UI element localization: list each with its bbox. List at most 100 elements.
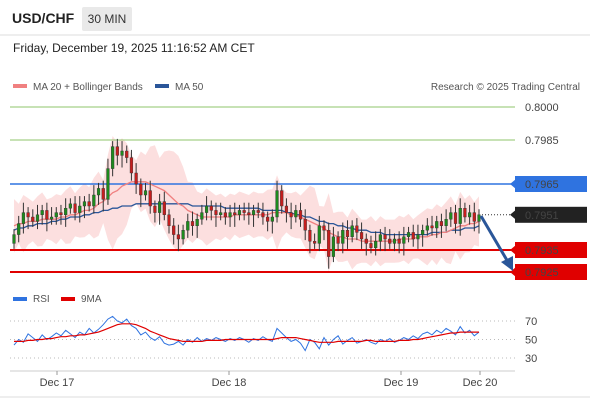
- candle: [40, 204, 44, 225]
- candle: [266, 211, 270, 232]
- x-tick-label: Dec 18: [212, 377, 247, 389]
- candle: [477, 209, 481, 234]
- candle: [345, 220, 350, 249]
- x-tick-label: Dec 19: [384, 377, 419, 389]
- candle: [397, 231, 401, 254]
- candle: [463, 202, 467, 223]
- candle: [294, 204, 298, 223]
- candle: [449, 207, 453, 227]
- candle: [49, 207, 54, 225]
- candle: [143, 182, 148, 201]
- candle: [383, 226, 387, 252]
- candle: [359, 222, 364, 249]
- candle: [139, 178, 143, 208]
- support-level-label: 0.7935: [525, 245, 559, 257]
- resistance-level-box: [515, 176, 587, 192]
- candle: [125, 145, 129, 164]
- candle: [186, 213, 190, 238]
- candle: [111, 141, 115, 177]
- forecast-arrow-shaft: [479, 215, 510, 263]
- candle: [416, 224, 420, 249]
- candle: [219, 202, 223, 221]
- candle: [59, 204, 63, 225]
- resistance-level-label: 0.7965: [525, 179, 559, 191]
- candle: [284, 198, 289, 223]
- forecast-arrow-head: [501, 256, 513, 271]
- datetime-label: Friday, December 19, 2025 11:16:52 AM CE…: [13, 41, 255, 55]
- candle: [214, 202, 218, 227]
- x-tick-label: Dec 17: [40, 377, 75, 389]
- forecast-arrow: [479, 215, 513, 271]
- candle: [341, 222, 345, 254]
- candle: [45, 202, 49, 232]
- main-legend: MA 20 + Bollinger Bands MA 50 Research ©…: [13, 82, 580, 93]
- chart-header: USD/CHF 30 MIN: [0, 0, 590, 36]
- candle: [247, 202, 251, 225]
- support-level-label: 0.7925: [525, 267, 559, 279]
- candle: [78, 196, 82, 223]
- candle: [425, 218, 429, 236]
- candle: [195, 213, 199, 238]
- candle: [430, 215, 434, 236]
- target-level-label: 0.7985: [525, 135, 559, 147]
- rsi-legend: RSI 9MA: [13, 294, 102, 305]
- candle: [158, 193, 162, 225]
- candle: [435, 215, 439, 238]
- candle: [68, 198, 72, 214]
- candle: [153, 200, 157, 223]
- candle: [120, 141, 124, 168]
- candle: [369, 235, 373, 254]
- rsi-ma-legend-label: 9MA: [81, 294, 102, 305]
- last-price-box: [515, 206, 587, 223]
- candle: [228, 204, 232, 227]
- candle: [256, 202, 260, 219]
- candle: [421, 224, 425, 247]
- rsi-ma-line: [14, 323, 479, 343]
- candle: [308, 224, 312, 254]
- ma50-line: [13, 203, 480, 236]
- candle: [200, 204, 204, 225]
- candle: [303, 209, 307, 241]
- candle: [364, 233, 368, 256]
- price-levels: [10, 106, 515, 273]
- candle: [336, 231, 340, 252]
- support-level-box: [515, 242, 587, 258]
- moving-averages: [13, 181, 480, 242]
- candle: [209, 200, 213, 221]
- x-axis: Dec 17 Dec 18 Dec 19 Dec 20: [40, 371, 497, 389]
- candle: [82, 196, 87, 219]
- candle: [181, 224, 185, 245]
- candle: [374, 231, 378, 256]
- candle: [54, 207, 58, 225]
- candle: [313, 233, 317, 249]
- candle: [106, 158, 110, 205]
- candle: [204, 196, 209, 221]
- candle: [439, 213, 444, 238]
- candle: [92, 185, 96, 214]
- rsi-tick-label: 50: [525, 335, 537, 347]
- candle: [406, 226, 411, 243]
- candle: [468, 204, 472, 225]
- candle: [388, 229, 392, 249]
- candle: [172, 218, 176, 245]
- rsi-tick-label: 70: [525, 316, 537, 328]
- rsi-ma-legend-swatch: [61, 297, 75, 301]
- timeframe-button[interactable]: 30 MIN: [82, 7, 132, 31]
- candle: [21, 202, 25, 234]
- candle: [378, 229, 382, 252]
- candle: [223, 207, 227, 225]
- candle: [134, 163, 138, 194]
- symbol-title: USD/CHF: [12, 10, 75, 26]
- candle: [129, 149, 134, 181]
- candle: [270, 209, 274, 234]
- support-level-box: [515, 264, 587, 280]
- candle: [17, 215, 21, 243]
- ma50-legend-label: MA 50: [175, 82, 204, 93]
- candle: [115, 138, 119, 166]
- candle: [176, 224, 180, 252]
- ma20-line: [13, 181, 480, 242]
- candle: [261, 202, 265, 225]
- candle: [350, 220, 354, 243]
- candle: [64, 198, 68, 227]
